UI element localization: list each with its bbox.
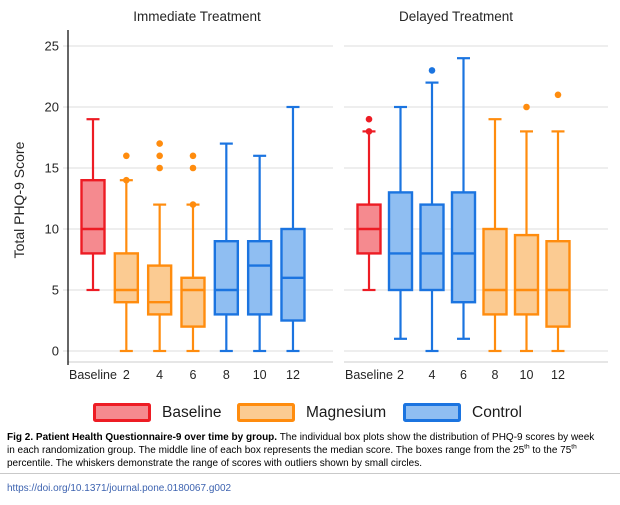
caption-sup-1: th <box>524 443 530 451</box>
caption-sup-2: th <box>571 443 577 451</box>
box-immediate-treatment-8 <box>213 142 240 353</box>
box-delayed-treatment-12 <box>545 91 571 353</box>
y-tick-label: 5 <box>52 283 59 298</box>
y-tick-label: 0 <box>52 344 59 359</box>
y-tick-label: 20 <box>45 100 59 115</box>
y-tick-label: 10 <box>45 222 59 237</box>
box-delayed-treatment-2 <box>387 105 414 340</box>
x-tick-label: 2 <box>123 368 130 382</box>
iqr-box <box>180 276 206 328</box>
box-delayed-treatment-4 <box>419 67 445 353</box>
outlier-point <box>428 67 436 74</box>
legend-label: Magnesium <box>306 404 387 421</box>
outlier-point <box>123 152 130 160</box>
iqr-box <box>113 252 140 304</box>
iqr-box <box>482 227 508 316</box>
x-tick-label: 6 <box>460 368 467 382</box>
caption-text-2: to the 75 <box>529 445 572 457</box>
legend-swatch-control <box>403 403 461 422</box>
outlier-point <box>365 128 373 135</box>
box-delayed-treatment-baseline <box>356 115 382 292</box>
legend-item-baseline: Baseline <box>93 403 221 422</box>
iqr-box <box>545 239 571 328</box>
box-immediate-treatment-2 <box>113 152 140 353</box>
legend-label: Control <box>472 404 522 421</box>
x-tick-label: 2 <box>397 368 404 382</box>
legend-label: Baseline <box>162 404 222 421</box>
box-delayed-treatment-6 <box>450 57 477 340</box>
legend-item-magnesium: Magnesium <box>237 403 386 422</box>
legend-swatch-baseline <box>93 403 151 422</box>
x-tick-label: 12 <box>286 368 300 382</box>
x-tick-label: Baseline <box>345 368 393 382</box>
y-axis-title: Total PHQ-9 Score <box>11 141 27 258</box>
box-immediate-treatment-12 <box>280 105 306 353</box>
iqr-box <box>80 178 106 255</box>
x-tick-label: 12 <box>551 368 565 382</box>
outlier-point <box>156 164 163 172</box>
box-immediate-treatment-10 <box>246 154 273 353</box>
x-tick-label: 4 <box>429 368 436 382</box>
figure-caption: Fig 2. Patient Health Questionnaire-9 ov… <box>7 431 603 471</box>
outlier-point <box>189 201 197 208</box>
outlier-point <box>189 164 197 172</box>
outlier-point <box>123 176 130 184</box>
panel-title: Delayed Treatment <box>399 9 513 24</box>
x-tick-label: 10 <box>253 368 267 382</box>
caption-text-3: percentile. The whiskers demonstrate the… <box>7 458 422 470</box>
panel-title: Immediate Treatment <box>133 9 261 24</box>
divider-line <box>0 473 620 474</box>
outlier-point <box>554 91 562 99</box>
iqr-box <box>450 191 477 304</box>
outlier-point <box>365 115 373 123</box>
legend-swatch-magnesium <box>237 403 295 422</box>
panel-delayed-treatment: Delayed Treatment Baseline 2 4 6 8 10 12 <box>344 9 608 382</box>
iqr-box <box>146 264 173 316</box>
doi-link[interactable]: https://doi.org/10.1371/journal.pone.018… <box>7 483 232 494</box>
x-tick-label: 6 <box>190 368 197 382</box>
iqr-box <box>419 203 445 292</box>
panel-immediate-treatment: Immediate Treatment Baseline 2 4 6 8 10 12 <box>63 9 333 382</box>
iqr-box <box>213 239 240 316</box>
y-tick-label: 25 <box>45 39 59 54</box>
box-immediate-treatment-6 <box>180 152 206 353</box>
box-immediate-treatment-baseline <box>80 118 106 292</box>
iqr-box <box>280 227 306 322</box>
x-tick-label: 8 <box>492 368 499 382</box>
y-tick-label: 15 <box>45 161 59 176</box>
box-immediate-treatment-4 <box>146 140 173 353</box>
outlier-point <box>189 152 197 160</box>
caption-text-1: The individual box plots show the distri… <box>7 432 595 457</box>
iqr-box <box>513 233 540 316</box>
caption-fig-label: Fig 2. <box>7 432 34 443</box>
x-tick-label: 4 <box>156 368 163 382</box>
outlier-point <box>156 152 163 160</box>
caption-fig-title: Patient Health Questionnaire-9 over time… <box>35 432 278 443</box>
box-delayed-treatment-10 <box>513 103 540 353</box>
outlier-point <box>156 140 163 147</box>
box-delayed-treatment-8 <box>482 118 508 353</box>
x-tick-label: Baseline <box>69 368 117 382</box>
legend: Baseline Magnesium Control <box>0 403 620 425</box>
legend-item-control: Control <box>403 403 522 422</box>
x-tick-label: 8 <box>223 368 230 382</box>
x-tick-label: 10 <box>520 368 534 382</box>
outlier-point <box>523 103 530 111</box>
iqr-box <box>246 239 273 316</box>
iqr-box <box>387 191 414 292</box>
